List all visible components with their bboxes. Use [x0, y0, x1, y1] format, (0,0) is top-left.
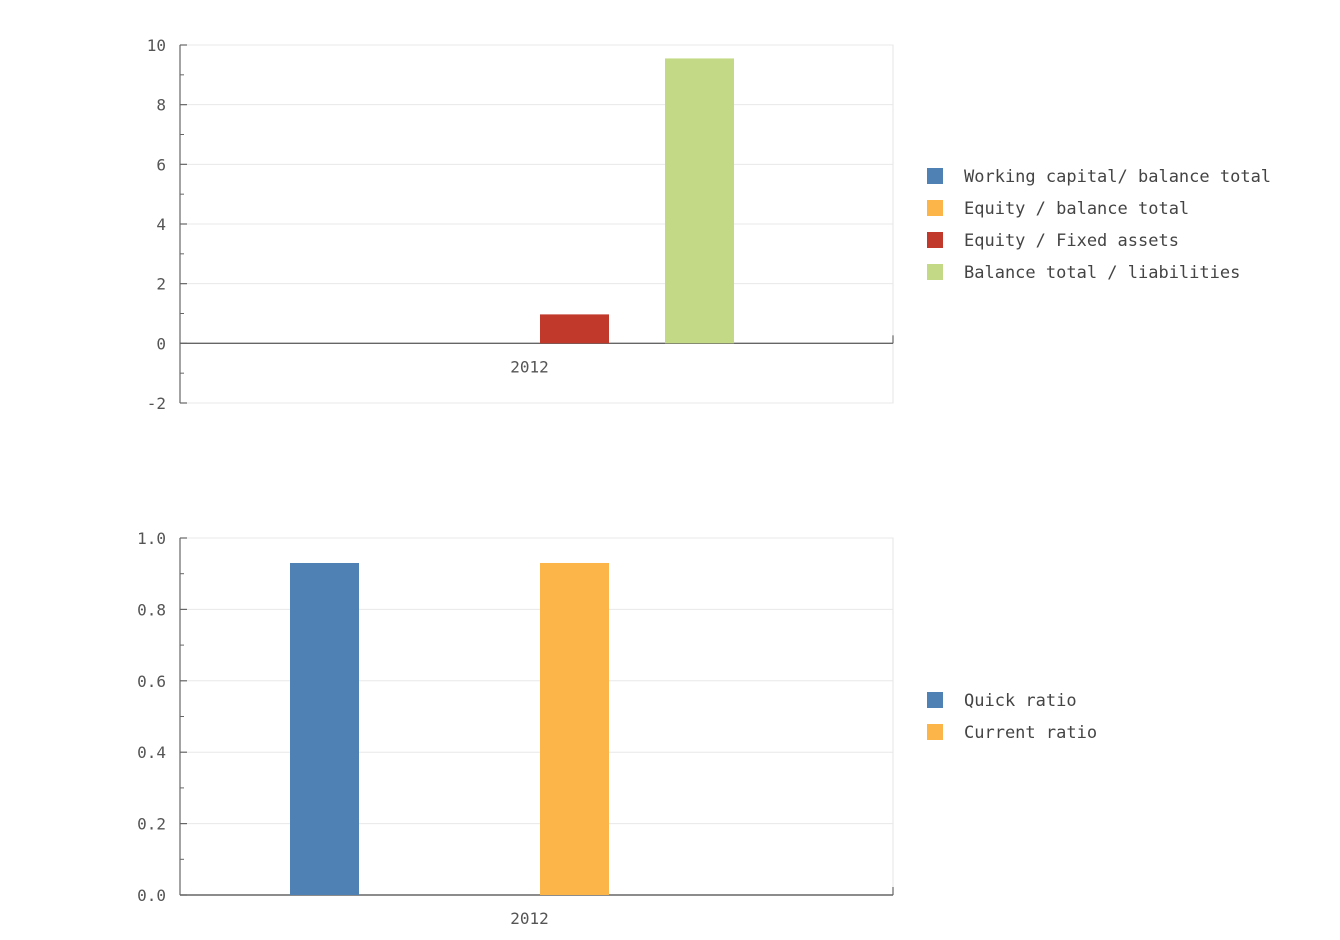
y-tick-label: 0.6: [137, 672, 166, 691]
chart-2: 0.0 0.2 0.4 0.6 0.8 1.0 2012 Quick ratio Current…: [137, 529, 1097, 928]
x-tick-label: 2012: [510, 909, 549, 928]
bar-3: [540, 314, 609, 344]
y-tick-label: 2: [156, 275, 166, 294]
legend-swatch: [927, 264, 943, 280]
legend-label: Working capital/ balance total: [964, 167, 1271, 187]
y-tick-label: 8: [156, 96, 166, 115]
bar-4: [665, 58, 734, 344]
y-tick-label: 0.4: [137, 743, 166, 762]
legend-label: Equity / balance total: [964, 199, 1189, 219]
bar-1: [290, 562, 359, 895]
bar-2: [540, 562, 609, 895]
plot-frame: [179, 537, 894, 896]
y-tick-label: 0.8: [137, 600, 166, 619]
legend-swatch: [927, 724, 943, 740]
legend-swatch: [927, 200, 943, 216]
legend-swatch: [927, 168, 943, 184]
legend-label: Current ratio: [964, 723, 1097, 743]
legend-label: Equity / Fixed assets: [964, 231, 1179, 251]
y-tick-label: 4: [156, 215, 166, 234]
y-tick-label: 1.0: [137, 529, 166, 548]
y-tick-label: 10: [147, 36, 166, 55]
chart-1: -2 0 2 4 6 8 10 2012 Working capital/ balance to…: [147, 36, 1271, 413]
y-tick-label: 6: [156, 155, 166, 174]
legend-label: Balance total / liabilities: [964, 263, 1240, 283]
y-tick-label: 0.0: [137, 886, 166, 905]
legend-swatch: [927, 232, 943, 248]
legend-swatch: [927, 692, 943, 708]
y-tick-label: 0.2: [137, 815, 166, 834]
y-tick-label: 0: [156, 334, 166, 353]
legend-label: Quick ratio: [964, 691, 1077, 711]
x-tick-label: 2012: [510, 357, 549, 376]
y-tick-label: -2: [147, 394, 166, 413]
